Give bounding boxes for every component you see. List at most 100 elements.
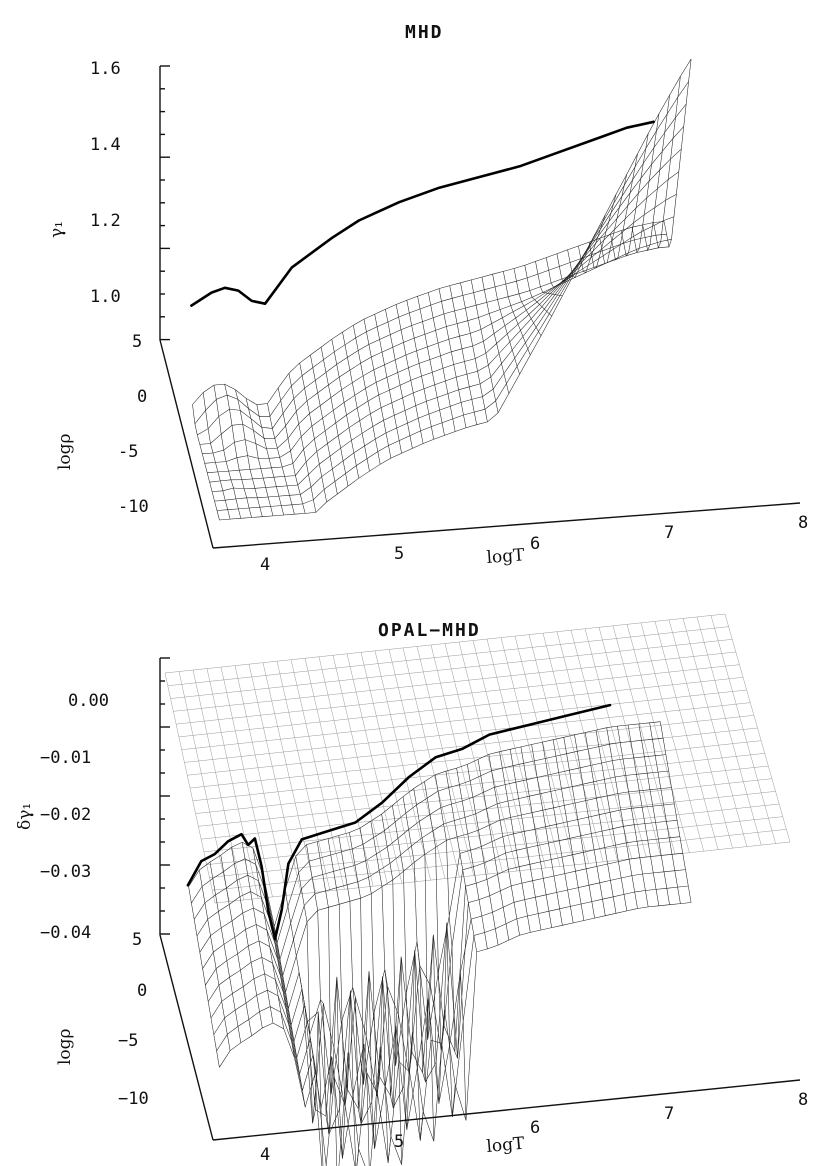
x-tick-label: 5	[394, 544, 404, 564]
y-tick-label: 0	[137, 981, 147, 1001]
mesh-line	[316, 841, 349, 1159]
mesh-line	[610, 153, 638, 261]
sheet-line	[178, 677, 744, 738]
z-tick-label: −0.03	[40, 862, 91, 882]
mesh-line	[252, 847, 284, 1029]
y-tick-label: -5	[118, 442, 138, 462]
mesh-line	[199, 787, 672, 992]
data-line-opal-mhd	[186, 703, 612, 941]
mesh-line	[531, 744, 563, 926]
mesh-line	[192, 221, 665, 405]
sheet-line	[195, 753, 765, 814]
mesh-line	[214, 103, 687, 502]
y-axis-mhd	[159, 339, 214, 549]
y-tick-label: 0	[137, 387, 147, 407]
mesh-line	[213, 385, 242, 519]
mesh-line	[196, 770, 669, 976]
z-axis-label-opal: δγ₁	[15, 803, 35, 830]
mesh-line	[197, 246, 670, 436]
mesh-line	[445, 771, 477, 952]
x-axis-label-opal: logT	[486, 1134, 526, 1157]
mesh-line	[188, 721, 661, 927]
mesh-line	[488, 754, 520, 936]
mesh-line	[588, 194, 617, 268]
mesh-line	[199, 239, 672, 445]
y-axis-label-opal: logρ	[55, 1028, 75, 1065]
y-axis-label-mhd: logρ	[55, 433, 75, 470]
sheet-line	[176, 664, 740, 725]
mesh-line	[520, 746, 552, 928]
mesh-line	[274, 926, 306, 1107]
mesh-line	[584, 732, 617, 914]
mesh-line	[231, 847, 263, 1029]
mesh-line	[642, 95, 670, 252]
mesh-line	[245, 398, 274, 516]
mesh-line	[406, 300, 435, 440]
mesh-line	[524, 265, 552, 317]
mesh-line	[256, 404, 284, 516]
mesh-line	[649, 722, 681, 904]
z-axis-label-mhd: γ₁	[47, 221, 67, 238]
mesh-line	[359, 827, 392, 1163]
mesh-line	[535, 261, 563, 297]
x-tick-label: 4	[260, 555, 270, 575]
mesh-line	[216, 81, 689, 511]
z-tick-label: 1.2	[90, 211, 121, 231]
mesh-line	[220, 855, 252, 1036]
mesh-line	[381, 814, 413, 1130]
mesh-line	[353, 325, 381, 465]
mesh-line	[428, 292, 456, 432]
sheet-line	[167, 626, 729, 687]
mesh-line	[617, 726, 649, 907]
mesh-line	[241, 842, 274, 1024]
mesh-line	[438, 288, 467, 428]
mesh-line	[216, 885, 689, 1166]
mesh-line	[660, 721, 692, 903]
mesh-line	[392, 805, 424, 1141]
mesh-line	[202, 216, 674, 455]
mesh-line	[499, 751, 531, 933]
z-tick-label: 1.0	[90, 287, 121, 307]
mesh-line	[413, 788, 445, 1104]
mesh-line	[595, 730, 628, 911]
x-tick-label: 8	[798, 513, 808, 533]
mesh-line	[310, 354, 338, 495]
mesh-line	[202, 392, 231, 520]
mesh-line	[477, 759, 510, 941]
x-tick-label: 6	[530, 534, 540, 554]
sheet-line	[212, 829, 787, 891]
sheet-line	[170, 639, 733, 699]
mesh-line	[492, 274, 520, 375]
sheet-line	[209, 816, 783, 878]
x-axis-opal	[212, 1079, 801, 1141]
mesh-line	[349, 832, 381, 1149]
mesh-line	[606, 727, 638, 909]
mesh-line	[621, 133, 649, 257]
mesh-line	[456, 768, 488, 949]
mesh-line	[653, 76, 681, 249]
x-tick-label: 4	[260, 1145, 270, 1165]
z-tick-label: −0.01	[40, 748, 91, 768]
panel-opal-mhd: OPAL−MHD 0.00 −0.01 −0.02 −0.03 −0.04 δγ…	[15, 613, 808, 1166]
mesh-line	[663, 58, 692, 248]
z-tick-label: 1.6	[90, 59, 121, 79]
mesh-line	[467, 764, 499, 946]
x-tick-label: 5	[394, 1132, 404, 1152]
x-tick-label: 7	[664, 1104, 674, 1124]
x-axis-mhd	[212, 502, 801, 549]
x-axis-label-mhd: logT	[486, 545, 526, 568]
surface-mesh-mhd	[192, 58, 692, 521]
mesh-line	[212, 126, 684, 492]
mesh-line	[277, 387, 306, 514]
sheet-line	[164, 613, 726, 674]
mesh-line	[631, 113, 660, 254]
y-tick-label: −5	[118, 1031, 138, 1051]
mesh-line	[385, 309, 413, 449]
mesh-line	[395, 304, 424, 444]
mesh-line	[363, 319, 392, 459]
mesh-line	[213, 869, 686, 1159]
mesh-line	[199, 869, 231, 1051]
z-tick-label: −0.04	[40, 923, 91, 943]
mesh-line	[342, 332, 370, 472]
